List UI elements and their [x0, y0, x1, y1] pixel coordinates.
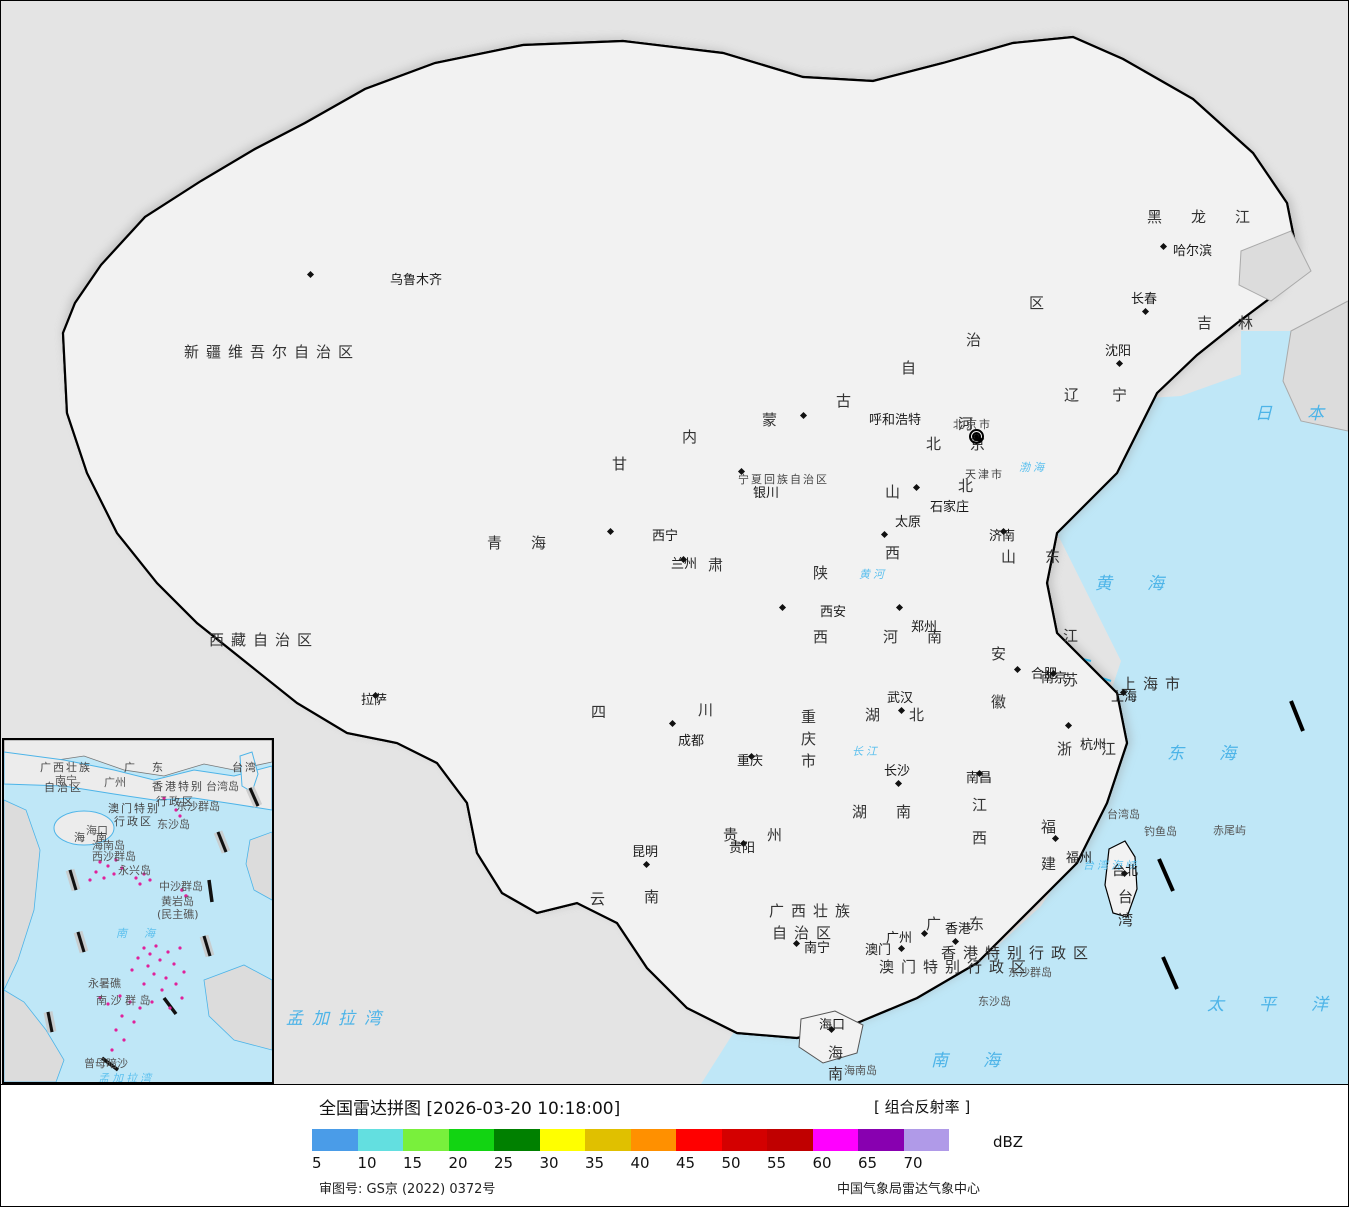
tick-45: 45 — [676, 1154, 696, 1172]
product-title: 全国雷达拼图 [2026-03-20 10:18:00] — [319, 1099, 621, 1119]
approval-number: 审图号: GS京 (2022) 0372号 — [319, 1182, 496, 1197]
colorbar-segment-65 — [858, 1129, 904, 1151]
capital-marker-inner — [972, 432, 982, 442]
tick-35: 35 — [585, 1154, 605, 1172]
colorbar-segment-45 — [676, 1129, 722, 1151]
colorbar-segment-55 — [767, 1129, 813, 1151]
tick-10: 10 — [357, 1154, 377, 1172]
tick-25: 25 — [494, 1154, 514, 1172]
south-china-sea-inset[interactable]: 广西壮族 自治区广东台湾 南宁 广州 香港特别 行政区 澳门特别 行政区 台湾岛 东沙群岛 东沙岛海… — [2, 738, 274, 1084]
legend-panel: 全国雷达拼图 [2026-03-20 10:18:00] [ 组合反射率 ] 5… — [0, 1085, 1349, 1207]
colorbar-segment-15 — [403, 1129, 449, 1151]
tick-70: 70 — [903, 1154, 923, 1172]
colorbar-segment-70 — [903, 1129, 949, 1151]
colorbar-segment-50 — [721, 1129, 767, 1151]
tick-65: 65 — [858, 1154, 878, 1172]
dbz-tick-labels: 5 10 15 20 25 30 35 40 45 50 55 60 65 70 — [306, 1154, 1006, 1172]
colorbar-segment-25 — [494, 1129, 540, 1151]
tick-15: 15 — [403, 1154, 423, 1172]
inset-map — [4, 740, 272, 1082]
colorbar-segment-10 — [357, 1129, 403, 1151]
dbz-unit-label: dBZ — [993, 1133, 1024, 1151]
tick-40: 40 — [630, 1154, 650, 1172]
colorbar-segment-35 — [585, 1129, 631, 1151]
colorbar-segment-60 — [812, 1129, 858, 1151]
tick-50: 50 — [721, 1154, 741, 1172]
tick-55: 55 — [767, 1154, 787, 1172]
map-panel[interactable]: 新疆维吾尔自治区 西藏自治区青 海甘肃内蒙古自治区宁夏回族自治区陕西山西河北北 京… — [0, 0, 1349, 1085]
colorbar-segment-20 — [448, 1129, 494, 1151]
tick-60: 60 — [812, 1154, 832, 1172]
tick-30: 30 — [539, 1154, 559, 1172]
colorbar-segment-40 — [630, 1129, 676, 1151]
product-mode: [ 组合反射率 ] — [874, 1098, 971, 1116]
tick-5: 5 — [312, 1154, 322, 1172]
source-organization: 中国气象局雷达气象中心 — [837, 1182, 981, 1197]
dbz-colorbar[interactable] — [312, 1129, 949, 1151]
colorbar-segment-5 — [312, 1129, 358, 1151]
colorbar-segment-30 — [539, 1129, 585, 1151]
tick-20: 20 — [448, 1154, 468, 1172]
